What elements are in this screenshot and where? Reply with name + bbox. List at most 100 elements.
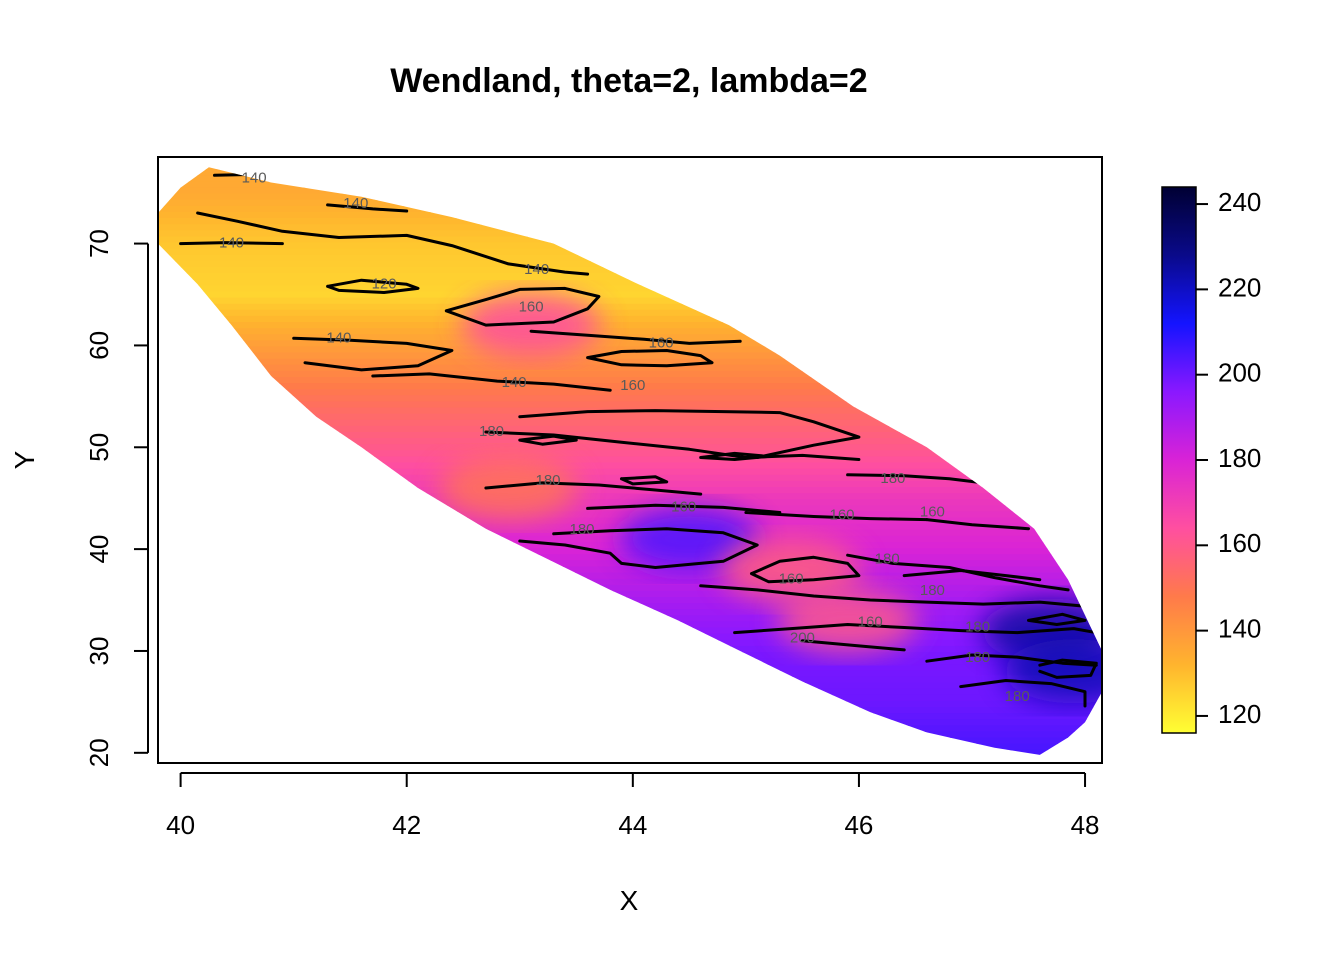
- heatmap-band: [158, 248, 1102, 256]
- contour-line-140: [326, 203, 409, 213]
- heatmap-band: [158, 578, 1102, 586]
- contour-label: 160: [671, 498, 696, 515]
- heatmap-band: [158, 413, 1102, 421]
- contour-label: 180: [880, 470, 905, 487]
- heatmap-band: [158, 309, 1102, 317]
- heatmap-band: [158, 572, 1102, 580]
- heatmap-band: [158, 425, 1102, 433]
- heatmap-band: [158, 511, 1102, 519]
- colorbar-tick-label: 180: [1218, 443, 1261, 473]
- heatmap-band: [158, 444, 1102, 451]
- heatmap-band: [158, 664, 1102, 671]
- contour-line-180: [518, 527, 759, 569]
- heatmap-band: [158, 468, 1102, 476]
- heatmap-band: [158, 493, 1102, 500]
- heatmap-band: [158, 487, 1102, 494]
- y-tick-label: 60: [84, 331, 114, 360]
- heatmap-band: [158, 462, 1102, 470]
- contour-line-120: [326, 278, 420, 294]
- colorbar-ticks: 120 140 160 180 200 220 240: [1196, 187, 1261, 729]
- plot-area: 140 140 140 140 120 160 140 160 140 160 180 180 160 1…: [158, 157, 1102, 763]
- chart-title: Wendland, theta=2, lambda=2: [390, 62, 867, 100]
- heatmap-band: [158, 749, 1102, 755]
- heatmap-hotspot: [1003, 639, 1102, 704]
- x-tick-label: 40: [166, 810, 195, 840]
- heatmap-band: [158, 279, 1102, 286]
- contour-label: 180: [569, 521, 594, 538]
- heatmap-band: [158, 291, 1102, 299]
- y-tick-label: 30: [84, 637, 114, 666]
- heatmap-band: [158, 731, 1102, 739]
- heatmap-band: [158, 193, 1102, 201]
- heatmap-band: [158, 303, 1102, 311]
- heatmap-band: [158, 621, 1102, 629]
- contour-line-160: [699, 451, 770, 461]
- y-axis: 20 30 40 50 60 70: [84, 229, 149, 767]
- heatmap-band: [158, 157, 1102, 164]
- heatmap-band: [158, 590, 1102, 598]
- heatmap-band: [158, 438, 1102, 445]
- contour-label: 160: [649, 334, 674, 351]
- contour-label: 120: [372, 275, 397, 292]
- heatmap-band: [158, 584, 1102, 592]
- contour-line-160: [586, 349, 714, 368]
- contour-line-160: [744, 511, 929, 522]
- heatmap-band: [158, 737, 1102, 745]
- heatmap-band: [158, 328, 1102, 335]
- contour-line-200: [733, 623, 1098, 635]
- colorbar-tick-label: 140: [1218, 614, 1261, 644]
- heatmap-band: [158, 505, 1102, 512]
- contour-label: 140: [343, 195, 368, 212]
- x-tick-label: 46: [844, 810, 873, 840]
- heatmap-band: [158, 181, 1102, 189]
- contour-label: 180: [965, 649, 990, 666]
- heatmap-field: [158, 157, 1102, 763]
- contour-line-180: [484, 481, 703, 496]
- y-axis-label: Y: [9, 450, 40, 469]
- contour-label: 180: [875, 550, 900, 567]
- contour-label: 160: [858, 613, 883, 630]
- contour-line-140: [179, 241, 284, 246]
- contour-line-160: [444, 286, 601, 327]
- heatmap-band: [158, 700, 1102, 708]
- heatmap-band: [158, 615, 1102, 622]
- heatmap-hotspot: [438, 456, 579, 520]
- contour-label: 140: [219, 235, 244, 252]
- contour-line-160: [529, 329, 742, 345]
- contour-line-140: [292, 336, 454, 372]
- x-tick-label: 44: [618, 810, 647, 840]
- heatmap-band: [158, 694, 1102, 702]
- contour-line-160: [518, 409, 861, 459]
- heatmap-band: [158, 377, 1102, 384]
- heatmap-band: [158, 175, 1102, 182]
- heatmap-hotspot: [461, 293, 602, 358]
- heatmap-band: [158, 285, 1102, 292]
- contour-label: 180: [965, 618, 990, 635]
- plot-frame: [157, 156, 1103, 764]
- heatmap-hotspot: [721, 537, 862, 602]
- heatmap-band: [158, 242, 1102, 250]
- contour-lines: [179, 172, 1098, 708]
- x-axis-label: X: [620, 885, 639, 916]
- x-tick-label: 42: [392, 810, 421, 840]
- contour-label: 140: [326, 329, 351, 346]
- heatmap-band: [158, 364, 1102, 372]
- heatmap-band: [158, 254, 1102, 262]
- heatmap-band: [158, 756, 1102, 763]
- contour-label: 180: [479, 423, 504, 440]
- heatmap-band: [158, 212, 1102, 219]
- heatmap-band: [158, 645, 1102, 653]
- colorbar: 120 140 160 180 200 220 240: [1161, 186, 1261, 734]
- contour-line-140: [371, 372, 612, 392]
- heatmap-band: [158, 517, 1102, 525]
- heatmap-band: [158, 633, 1102, 641]
- contour-line-160: [925, 518, 1030, 531]
- contour-line-180: [959, 679, 1087, 708]
- heatmap-band: [158, 358, 1102, 366]
- heatmap-band: [158, 297, 1102, 305]
- heatmap-band: [158, 450, 1102, 457]
- heatmap-band: [158, 340, 1102, 347]
- y-tick-label: 50: [84, 433, 114, 462]
- heatmap-band: [158, 267, 1102, 274]
- contour-line-140: [196, 211, 590, 276]
